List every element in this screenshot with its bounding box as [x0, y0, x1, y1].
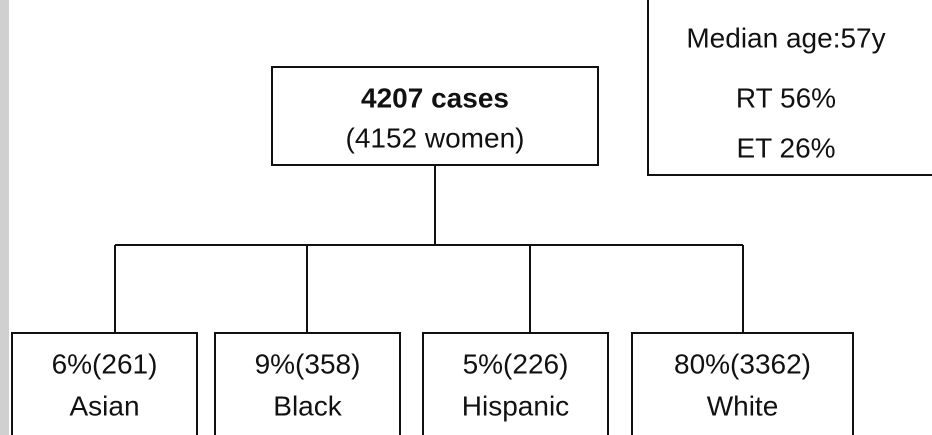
info-text: Median age:57y: [686, 22, 885, 53]
child-count: 6%(261): [52, 348, 158, 379]
info-box: [647, 0, 932, 176]
child-count: 80%(3362): [674, 348, 811, 379]
child-count: 5%(226): [463, 348, 569, 379]
child-box: [631, 332, 854, 435]
child-label: White: [707, 390, 779, 421]
side-bar: [0, 0, 9, 435]
root-title: 4207 cases: [361, 82, 509, 113]
child-box: [214, 332, 401, 435]
info-text: RT 56%: [736, 82, 836, 113]
child-label: Black: [273, 390, 342, 421]
child-box: [422, 332, 609, 435]
child-label: Asian: [69, 390, 139, 421]
root-subtitle: (4152 women): [346, 122, 525, 153]
child-count: 9%(358): [255, 348, 361, 379]
children: 6%(261) Asian 9%(358) Black 5%(226) Hispanic 8…: [11, 245, 854, 435]
info-text: ET 26%: [736, 132, 835, 163]
child-box: [11, 332, 198, 435]
child-label: Hispanic: [462, 390, 569, 421]
